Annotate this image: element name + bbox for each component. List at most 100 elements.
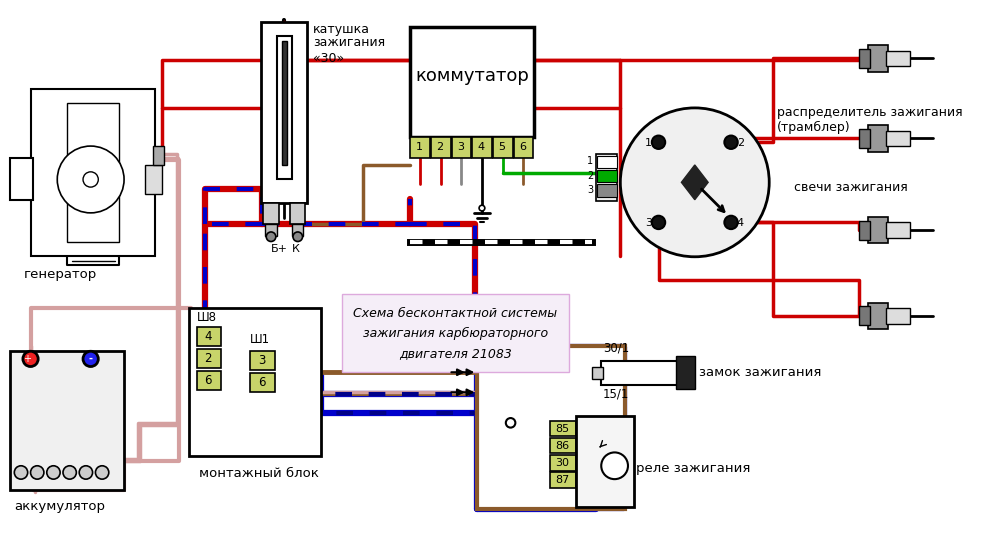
Text: Ш8: Ш8: [197, 311, 216, 324]
Text: 3: 3: [258, 354, 265, 367]
Circle shape: [23, 351, 38, 366]
Bar: [577, 416, 634, 507]
Text: 2: 2: [436, 142, 443, 152]
Bar: [869, 45, 888, 72]
Text: 2: 2: [587, 171, 593, 181]
Text: 2: 2: [737, 138, 744, 148]
Bar: [145, 165, 162, 194]
Text: 4: 4: [478, 142, 485, 152]
Bar: [859, 221, 871, 240]
Text: 3: 3: [645, 218, 652, 228]
Text: 1: 1: [587, 156, 593, 167]
Bar: [859, 129, 871, 148]
Bar: [859, 306, 871, 325]
Bar: [250, 373, 275, 392]
Text: замок зажигания: замок зажигания: [699, 366, 821, 379]
Text: Схема бесконтактной системы: Схема бесконтактной системы: [354, 307, 557, 319]
Bar: [494, 136, 512, 158]
Circle shape: [31, 466, 44, 479]
Bar: [261, 22, 307, 203]
Bar: [869, 217, 888, 244]
Bar: [886, 222, 910, 238]
Bar: [31, 89, 155, 256]
Text: коммутатор: коммутатор: [415, 67, 529, 85]
Circle shape: [63, 466, 76, 479]
Bar: [859, 49, 871, 68]
Text: 5: 5: [498, 142, 505, 152]
Bar: [473, 136, 493, 158]
Bar: [550, 438, 577, 453]
Bar: [675, 356, 695, 389]
Bar: [886, 308, 910, 324]
Text: распределитель зажигания: распределитель зажигания: [777, 106, 962, 119]
Text: генератор: генератор: [24, 269, 97, 281]
Circle shape: [266, 232, 276, 241]
Bar: [10, 351, 124, 490]
Bar: [598, 156, 617, 168]
Bar: [598, 170, 617, 182]
Text: 4: 4: [737, 218, 744, 228]
Text: монтажный блок: монтажный блок: [199, 467, 319, 480]
Bar: [478, 347, 626, 509]
Circle shape: [651, 216, 665, 229]
Text: 1: 1: [645, 138, 652, 148]
Text: катушка: катушка: [313, 23, 370, 36]
Circle shape: [95, 466, 109, 479]
Text: зажигания: зажигания: [313, 37, 385, 50]
Bar: [67, 103, 119, 241]
Text: «30»: «30»: [313, 52, 345, 65]
Bar: [452, 136, 472, 158]
Text: 30: 30: [555, 458, 569, 468]
Bar: [250, 351, 275, 370]
Text: 87: 87: [555, 475, 569, 485]
Text: Б+: Б+: [271, 244, 288, 254]
Circle shape: [293, 232, 303, 241]
Bar: [10, 158, 34, 200]
Bar: [550, 472, 577, 488]
Bar: [592, 367, 603, 379]
Text: 6: 6: [205, 375, 212, 387]
Circle shape: [47, 466, 61, 479]
Circle shape: [14, 466, 28, 479]
Bar: [282, 41, 287, 165]
Text: 6: 6: [519, 142, 526, 152]
Text: -: -: [88, 354, 92, 364]
Text: Ш1: Ш1: [250, 333, 270, 346]
Circle shape: [505, 418, 515, 428]
Bar: [197, 349, 221, 369]
Bar: [410, 27, 534, 136]
Circle shape: [651, 135, 665, 149]
Bar: [277, 37, 292, 180]
Circle shape: [83, 172, 98, 187]
Bar: [550, 421, 577, 436]
Text: аккумулятор: аккумулятор: [14, 500, 105, 513]
Text: 4: 4: [205, 330, 212, 343]
Text: 6: 6: [258, 376, 265, 389]
Text: свечи зажигания: свечи зажигания: [794, 181, 908, 194]
Bar: [153, 146, 164, 165]
Text: зажигания карбюраторного: зажигания карбюраторного: [362, 327, 548, 340]
Bar: [597, 154, 618, 201]
Circle shape: [621, 108, 770, 257]
Bar: [598, 184, 617, 197]
Bar: [410, 136, 430, 158]
Circle shape: [479, 205, 485, 211]
Circle shape: [601, 453, 628, 479]
Circle shape: [724, 216, 738, 229]
Text: 85: 85: [555, 424, 569, 434]
Text: 1: 1: [415, 142, 422, 152]
Bar: [197, 371, 221, 390]
Bar: [869, 302, 888, 329]
Bar: [189, 308, 321, 456]
Bar: [886, 131, 910, 146]
Text: 2: 2: [205, 352, 212, 365]
Bar: [431, 136, 451, 158]
Bar: [869, 125, 888, 152]
Circle shape: [79, 466, 92, 479]
Circle shape: [724, 135, 738, 149]
Circle shape: [58, 146, 124, 213]
Bar: [601, 361, 677, 385]
Text: реле зажигания: реле зажигания: [636, 462, 750, 475]
Bar: [886, 51, 910, 66]
Bar: [265, 224, 277, 236]
